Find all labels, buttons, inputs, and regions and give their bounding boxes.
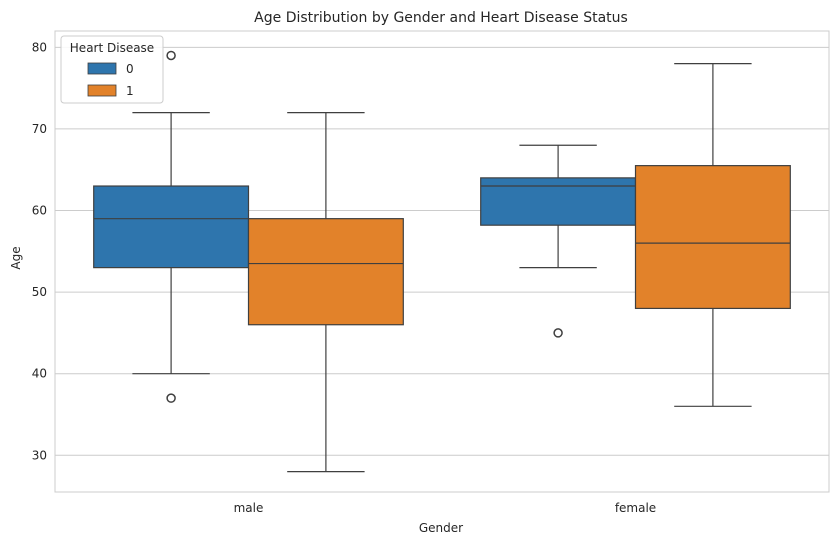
y-tick-labels: 30 40 50 60 70 80 xyxy=(32,40,47,462)
box-male-1 xyxy=(247,111,404,473)
legend-label-1: 1 xyxy=(126,84,134,98)
box-male-0 xyxy=(93,50,250,403)
y-tick-label: 70 xyxy=(32,122,47,136)
x-tick-label: male xyxy=(234,501,264,515)
outlier-point xyxy=(166,50,176,61)
legend-swatch-1 xyxy=(87,84,117,97)
y-tick-label: 60 xyxy=(32,204,47,218)
legend-title: Heart Disease xyxy=(70,41,154,55)
y-tick-label: 50 xyxy=(32,285,47,299)
y-tick-label: 40 xyxy=(32,367,47,381)
legend-swatch-0 xyxy=(87,62,117,75)
box-body xyxy=(480,177,637,226)
x-axis-label: Gender xyxy=(419,521,463,535)
chart-title: Age Distribution by Gender and Heart Dis… xyxy=(254,10,628,26)
box-body xyxy=(247,218,404,326)
legend-label-0: 0 xyxy=(126,62,134,76)
y-tick-label: 80 xyxy=(32,40,47,54)
x-tick-label: female xyxy=(615,501,656,515)
x-tick-labels: male female xyxy=(234,501,657,515)
box-body xyxy=(93,185,250,269)
outlier-point xyxy=(553,328,563,338)
y-tick-label: 30 xyxy=(32,448,47,462)
y-axis-label: Age xyxy=(9,246,23,269)
box-female-0 xyxy=(480,144,637,338)
plot-area-frame xyxy=(54,30,830,493)
box-body xyxy=(634,165,791,310)
box-female-1 xyxy=(634,63,791,407)
outlier-point xyxy=(166,393,176,403)
boxes xyxy=(93,50,791,473)
legend: Heart Disease 0 1 xyxy=(60,35,164,104)
